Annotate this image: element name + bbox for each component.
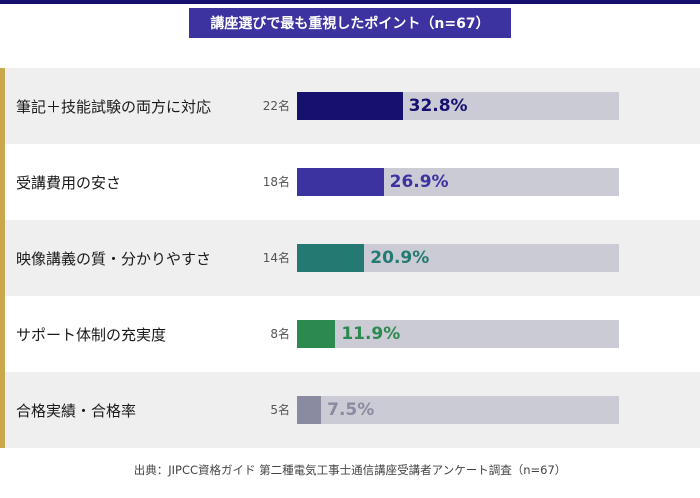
bar-track xyxy=(297,396,619,424)
category-label: 筆記＋技能試験の両方に対応 xyxy=(16,97,212,116)
bar xyxy=(297,396,322,424)
respondent-count: 22名 xyxy=(262,99,290,113)
value-label: 26.9% xyxy=(389,172,449,192)
value-label: 11.9% xyxy=(341,324,401,344)
source-note: 出典：JIPCC資格ガイド 第二種電気工事士通信講座受講者アンケート調査（n=6… xyxy=(133,463,567,477)
chart-row: サポート体制の充実度 8名 11.9% xyxy=(0,296,700,372)
top-border xyxy=(0,0,700,4)
bar-track xyxy=(297,320,619,348)
chart-row: 筆記＋技能試験の両方に対応 22名 32.8% xyxy=(0,68,700,144)
bar xyxy=(297,244,365,272)
category-label: 映像講義の質・分かりやすさ xyxy=(16,249,212,268)
respondent-count: 5名 xyxy=(270,403,290,417)
category-label: 合格実績・合格率 xyxy=(16,401,137,420)
value-label: 7.5% xyxy=(327,400,375,420)
respondent-count: 8名 xyxy=(270,327,290,341)
chart-row: 合格実績・合格率 5名 7.5% xyxy=(0,372,700,448)
chart-row: 映像講義の質・分かりやすさ 14名 20.9% xyxy=(0,220,700,296)
value-label: 20.9% xyxy=(370,248,430,268)
respondent-count: 14名 xyxy=(262,251,290,265)
bar xyxy=(297,320,336,348)
respondent-count: 18名 xyxy=(262,175,290,189)
category-label: サポート体制の充実度 xyxy=(16,325,167,344)
value-label: 32.8% xyxy=(408,96,468,116)
category-label: 受講費用の安さ xyxy=(16,173,122,192)
chart-title: 講座選びで最も重視したポイント（n=67） xyxy=(189,8,511,38)
accent-bar xyxy=(0,68,5,448)
chart-row: 受講費用の安さ 18名 26.9% xyxy=(0,144,700,220)
bar xyxy=(297,168,384,196)
bar xyxy=(297,92,403,120)
